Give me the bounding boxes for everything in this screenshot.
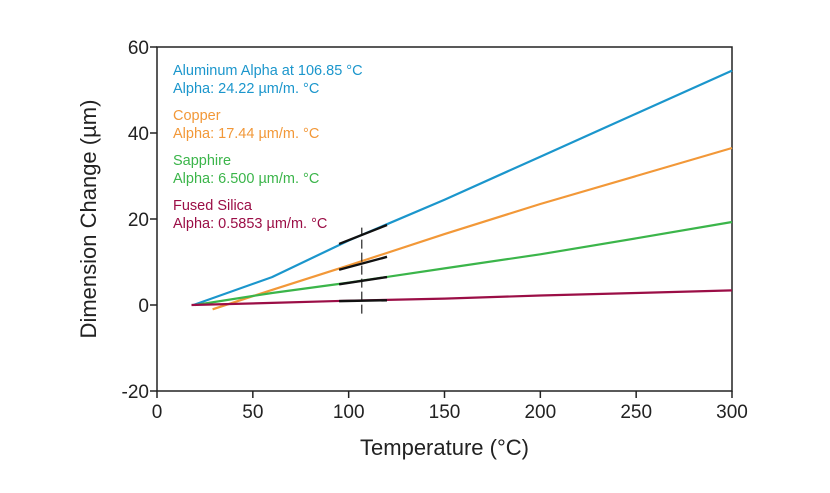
x-tick-label: 0 [152, 402, 163, 423]
series-line-4 [191, 289, 733, 307]
legend-entry-alpha: Alpha: 17.44 µm/m. °C [173, 126, 319, 142]
x-axis-title: Temperature (°C) [360, 435, 529, 460]
y-tick-label: 40 [128, 124, 149, 145]
tangent-segment-3 [338, 275, 388, 286]
tangent-segment-2 [338, 255, 388, 271]
x-tick-label: 250 [620, 402, 652, 423]
legend-entry-name: Aluminum Alpha at 106.85 °C [173, 63, 363, 79]
y-tick-label: 0 [138, 296, 149, 317]
y-tick-label: 60 [128, 38, 149, 59]
y-axis-title: Dimension Change (µm) [76, 100, 101, 339]
x-tick-label: 50 [242, 402, 263, 423]
legend-entry-name: Copper [173, 108, 221, 124]
x-tick-label: 100 [333, 402, 365, 423]
series-group [191, 69, 733, 314]
y-tick-label: -20 [122, 382, 149, 403]
legend-entry-name: Fused Silica [173, 198, 253, 214]
tangent-segment-1 [338, 223, 388, 246]
legend-entry-name: Sapphire [173, 153, 231, 169]
x-tick-label: 150 [429, 402, 461, 423]
x-tick-label: 200 [524, 402, 556, 423]
legend-entry-alpha: Alpha: 0.5853 µm/m. °C [173, 216, 327, 232]
tangent-segment-4 [339, 299, 388, 303]
legend-entry-alpha: Alpha: 24.22 µm/m. °C [173, 81, 319, 97]
legend-entry-alpha: Alpha: 6.500 µm/m. °C [173, 171, 319, 187]
x-axis: 0 50 100 150 200 250 300 [152, 391, 748, 423]
x-tick-label: 300 [716, 402, 748, 423]
series-line-2 [212, 146, 733, 311]
y-axis: -20 0 20 40 60 [122, 38, 157, 403]
legend: Aluminum Alpha at 106.85 °C Alpha: 24.22 … [173, 63, 363, 232]
series-line-3 [195, 220, 733, 307]
y-tick-label: 20 [128, 210, 149, 231]
series-line-1 [193, 69, 733, 307]
